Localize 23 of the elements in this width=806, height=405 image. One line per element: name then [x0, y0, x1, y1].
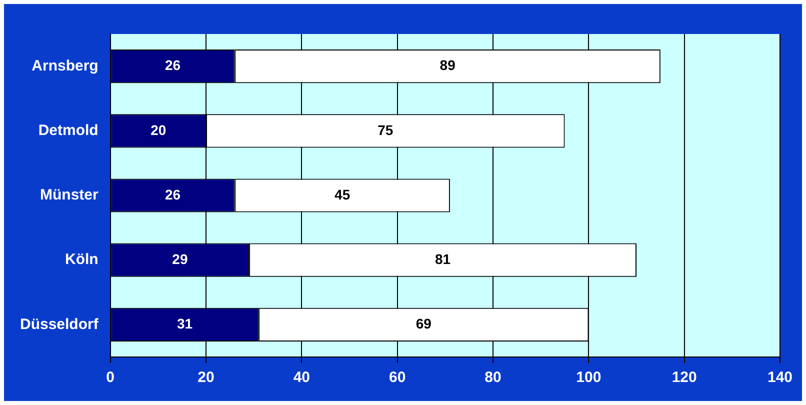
data-label: 26: [164, 57, 181, 74]
x-tick-label: 20: [198, 369, 214, 386]
x-tick-label: 40: [293, 369, 310, 386]
data-label: 45: [334, 186, 350, 202]
y-tick-label: Münster: [40, 186, 99, 204]
data-label: 29: [172, 250, 188, 267]
data-label: 69: [416, 316, 432, 332]
y-tick-label: Detmold: [38, 122, 98, 140]
x-tick-label: 60: [388, 369, 406, 386]
y-tick-label: Köln: [65, 251, 98, 268]
data-label: 81: [434, 250, 451, 267]
data-label: 75: [378, 122, 394, 138]
x-tick-label: 80: [484, 369, 502, 386]
x-tick-label: 0: [106, 369, 115, 386]
y-tick-label: Arnsberg: [32, 57, 98, 74]
data-label: 20: [150, 122, 166, 138]
data-label: 89: [440, 57, 456, 74]
data-label: 31: [176, 316, 193, 332]
x-tick-label: 140: [767, 369, 793, 386]
y-tick-label: Düsseldorf: [20, 316, 100, 333]
data-label: 26: [164, 186, 181, 202]
x-tick-label: 100: [576, 369, 602, 386]
x-tick-label: 120: [672, 369, 697, 386]
